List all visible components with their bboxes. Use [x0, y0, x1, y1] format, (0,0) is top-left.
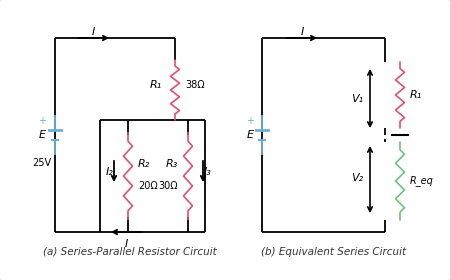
Text: (b) Equivalent Series Circuit: (b) Equivalent Series Circuit — [261, 247, 406, 257]
Text: R₁: R₁ — [150, 80, 162, 90]
Text: I: I — [301, 27, 304, 37]
Text: E: E — [247, 130, 253, 140]
Text: R₃: R₃ — [166, 159, 178, 169]
Text: 25V: 25V — [32, 158, 52, 168]
Text: R₁: R₁ — [410, 90, 422, 100]
Text: +: + — [246, 116, 254, 126]
Text: I₃: I₃ — [204, 167, 212, 177]
Text: (a) Series-Parallel Resistor Circuit: (a) Series-Parallel Resistor Circuit — [43, 247, 217, 257]
Text: +: + — [38, 116, 46, 126]
Text: R_eq: R_eq — [410, 176, 434, 186]
Text: I₂: I₂ — [106, 167, 114, 177]
Text: V₂: V₂ — [351, 172, 363, 183]
Text: R₂: R₂ — [138, 159, 150, 169]
Text: E: E — [39, 130, 45, 140]
Text: I: I — [91, 27, 94, 37]
Text: V₁: V₁ — [351, 94, 363, 104]
Text: 20Ω: 20Ω — [138, 181, 158, 191]
Text: 38Ω: 38Ω — [185, 80, 205, 90]
Text: I: I — [124, 239, 128, 249]
Text: 30Ω: 30Ω — [158, 181, 178, 191]
